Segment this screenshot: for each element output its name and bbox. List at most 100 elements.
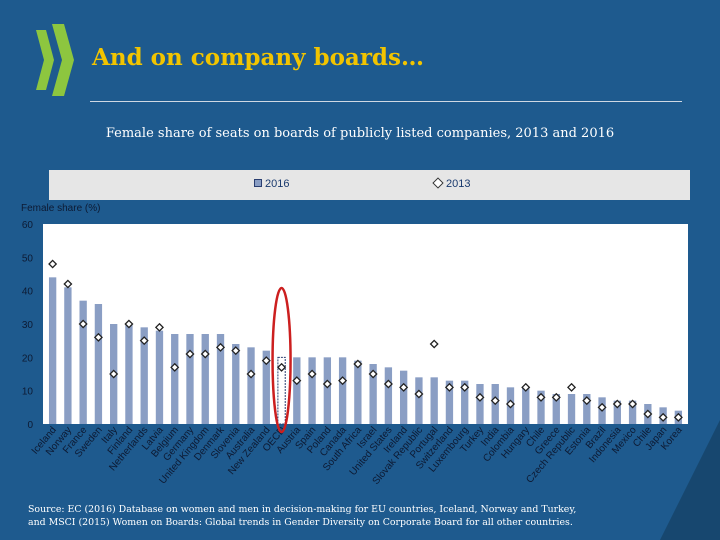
bar-2016 — [445, 380, 454, 424]
marker-2013 — [277, 362, 287, 372]
marker-2013 — [109, 369, 119, 379]
bar-2016 — [247, 347, 255, 424]
bar-2016 — [125, 324, 133, 424]
marker-2013 — [551, 392, 561, 402]
bar-2016 — [384, 367, 393, 424]
marker-2013 — [338, 376, 348, 386]
marker-2013 — [444, 382, 454, 392]
marker-2013 — [154, 322, 164, 332]
bar-2016 — [323, 357, 332, 424]
y-tick-label: 0 — [27, 420, 33, 431]
marker-2013 — [215, 342, 226, 352]
bar-2016 — [415, 377, 423, 424]
marker-2013 — [490, 396, 500, 406]
bar-2016 — [232, 344, 240, 424]
slide-title: And on company boards… — [92, 44, 424, 71]
legend-item-2013: 2013 — [432, 177, 471, 190]
marker-2013 — [353, 359, 363, 369]
marker-2013 — [628, 399, 638, 409]
marker-2013 — [383, 379, 393, 389]
bar-2016 — [186, 334, 194, 424]
legend-label-2016: 2016 — [265, 178, 290, 190]
source-line-1: Source: EC (2016) Database on women and … — [28, 504, 577, 515]
bar-2016 — [94, 304, 103, 424]
legend-item-2016: 2016 — [254, 178, 289, 190]
marker-2013 — [399, 382, 409, 392]
bar-2016 — [262, 350, 270, 424]
bar-2016 — [476, 384, 484, 424]
marker-2013 — [597, 402, 607, 412]
highlight-ring — [271, 286, 292, 434]
bar-2016 — [293, 357, 301, 424]
y-tick-label: 50 — [22, 253, 34, 264]
marker-2013 — [292, 376, 302, 386]
marker-2013 — [124, 319, 134, 329]
marker-2013 — [200, 349, 210, 359]
y-tick-label: 10 — [22, 387, 34, 398]
marker-2013 — [505, 399, 516, 409]
marker-2013 — [368, 369, 378, 379]
marker-2013 — [414, 389, 424, 399]
bar-2016 — [201, 334, 209, 424]
marker-2013 — [261, 356, 271, 366]
y-tick-label: 20 — [22, 353, 34, 364]
marker-2013 — [231, 346, 241, 356]
marker-2013 — [673, 412, 683, 422]
plot-area — [43, 224, 688, 424]
bar-2016 — [567, 394, 576, 424]
bar-2016 — [140, 327, 148, 424]
bar-2016 — [48, 277, 57, 424]
bar-2016 — [583, 394, 591, 424]
bar-2016 — [171, 334, 179, 424]
bar-2016 — [338, 357, 347, 424]
marker-2013 — [536, 392, 546, 402]
bar-2016 — [79, 300, 87, 424]
marker-2013 — [643, 409, 653, 419]
marker-2013 — [658, 412, 668, 422]
bar-2016 — [430, 377, 438, 424]
y-tick-label: 60 — [22, 220, 34, 231]
source-line-2: and MSCI (2015) Women on Boards: Global … — [28, 517, 573, 528]
marker-2013 — [307, 369, 317, 379]
marker-2013 — [139, 336, 149, 346]
bar-2016 — [461, 380, 469, 424]
y-tick-label: 30 — [22, 320, 34, 331]
marker-2013 — [93, 332, 103, 342]
corner-decoration — [660, 420, 720, 540]
marker-2013 — [612, 399, 622, 409]
y-tick-label: 40 — [22, 287, 34, 298]
marker-2013 — [429, 339, 439, 349]
legend-swatch-bar — [254, 179, 262, 187]
bar-2016 — [64, 287, 72, 424]
marker-2013 — [460, 382, 470, 392]
bar-2016 — [613, 400, 621, 424]
chart-legend: 2016 2013 — [49, 170, 690, 200]
title-divider — [90, 101, 682, 102]
bar-2016 — [155, 330, 164, 424]
y-axis-label: Female share (%) — [21, 203, 101, 214]
chart-subtitle: Female share of seats on boards of publi… — [105, 126, 615, 141]
marker-2013 — [475, 392, 485, 402]
legend-label-2013: 2013 — [446, 178, 471, 190]
bar-2016 — [399, 370, 408, 424]
bar-2016 — [537, 390, 545, 424]
bar-2016 — [522, 387, 530, 424]
marker-2013 — [185, 349, 195, 359]
oecd-logo — [36, 24, 74, 96]
marker-2013 — [521, 382, 531, 392]
marker-2013 — [582, 396, 592, 406]
bar-2016 — [552, 394, 560, 424]
marker-2013 — [322, 379, 332, 389]
bar-2016 — [308, 357, 316, 424]
bar-2016 — [354, 360, 362, 424]
marker-2013 — [170, 362, 180, 372]
marker-2013 — [246, 369, 256, 379]
source-note: Source: EC (2016) Database on women and … — [28, 503, 668, 529]
marker-2013 — [78, 319, 88, 329]
bar-2016 — [628, 400, 637, 424]
bar-2016 — [277, 356, 286, 425]
marker-2013 — [48, 259, 58, 269]
bar-2016 — [369, 364, 377, 424]
marker-2013 — [567, 382, 577, 392]
bar-2016 — [216, 334, 225, 424]
